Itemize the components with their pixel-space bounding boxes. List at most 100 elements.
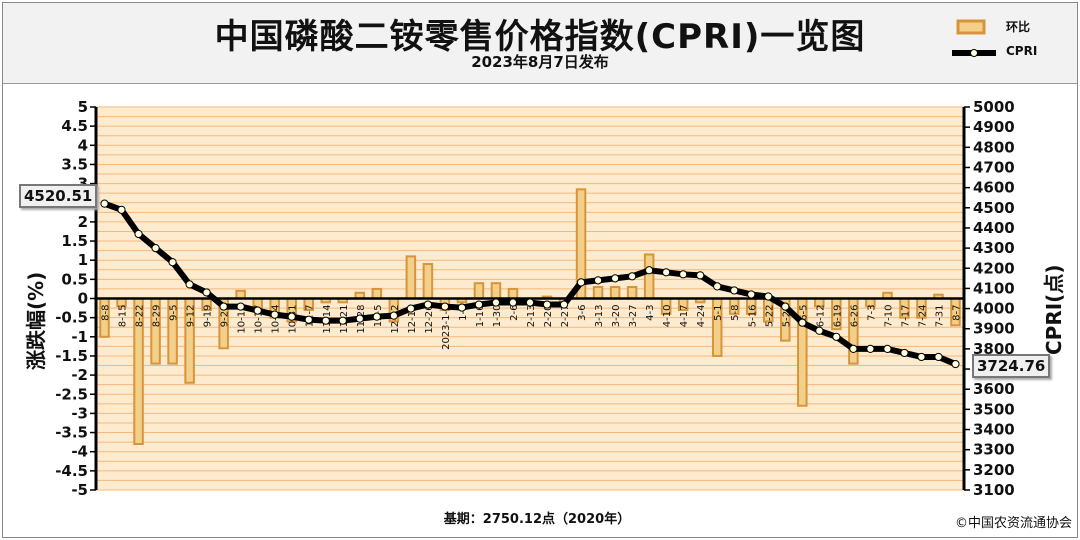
left-tick-label: 2 xyxy=(78,213,88,231)
category-label: 12-26 xyxy=(424,305,435,334)
cpri-point xyxy=(253,306,262,315)
cpri-point xyxy=(934,352,943,362)
cpri-point xyxy=(525,298,535,307)
left-axis-title-wrap: 涨跌幅(%) xyxy=(16,240,48,370)
category-label: 6-5 xyxy=(798,305,809,321)
left-tick-label: -3 xyxy=(71,404,88,422)
header-bar: 中国磷酸二铵零售价格指数(CPRI)一览图 2023年8月7日发布 xyxy=(3,3,1077,84)
cpri-point xyxy=(117,205,126,214)
right-tick-label: 3900 xyxy=(973,320,1015,338)
left-tick-label: 3 xyxy=(78,175,88,193)
category-label: 3-6 xyxy=(577,305,588,321)
category-label: 4-10 xyxy=(662,305,673,328)
left-tick-label: -1.5 xyxy=(55,347,88,365)
cpri-point xyxy=(866,344,875,353)
right-tick-label: 4700 xyxy=(973,158,1015,176)
right-axis-title: CPRI(点) xyxy=(1042,264,1066,355)
cpri-point xyxy=(832,332,841,341)
cpri-point xyxy=(815,326,824,335)
cpri-point xyxy=(610,274,620,283)
category-label: 3-13 xyxy=(594,305,605,328)
left-tick-label: 1 xyxy=(78,251,88,269)
cpri-point xyxy=(951,359,960,369)
cpri-point xyxy=(900,348,909,358)
cpri-point xyxy=(849,344,858,353)
right-tick-label: 4800 xyxy=(973,138,1015,156)
category-label: 10-10 xyxy=(237,305,248,334)
category-label: 4-3 xyxy=(645,305,656,321)
category-label: 1-30 xyxy=(492,305,503,328)
category-label: 8-29 xyxy=(152,305,163,328)
bar xyxy=(371,287,383,300)
legend-line-label: CPRI xyxy=(1006,44,1038,58)
cpri-point xyxy=(474,300,484,309)
bar xyxy=(592,286,604,300)
category-label: 7-10 xyxy=(883,305,894,328)
legend: 环比 CPRI xyxy=(950,14,1070,66)
left-tick-label: -5 xyxy=(71,481,88,499)
legend-bar-label: 环比 xyxy=(1006,20,1031,34)
category-label: 9-19 xyxy=(203,305,214,328)
left-tick-label: -4 xyxy=(71,443,88,461)
cpri-point xyxy=(100,199,109,208)
category-label: 8-22 xyxy=(135,305,146,328)
cpri-point xyxy=(764,292,773,301)
category-label: 5-16 xyxy=(747,305,758,328)
cpri-point xyxy=(559,300,569,309)
cpri-point xyxy=(917,352,926,362)
start-value-callout: 4520.51 xyxy=(19,184,98,208)
legend-item-line: CPRI xyxy=(950,40,1070,66)
right-tick-label: 3500 xyxy=(973,400,1015,418)
left-tick-label: 0 xyxy=(78,290,88,308)
cpri-point xyxy=(185,280,194,289)
bar xyxy=(473,282,485,300)
cpri-point xyxy=(679,270,688,279)
category-label: 12-19 xyxy=(407,305,418,334)
right-tick-label: 4100 xyxy=(973,279,1015,297)
category-label: 3-27 xyxy=(628,305,639,328)
cpri-point xyxy=(662,268,671,277)
category-label: 6-12 xyxy=(815,305,826,328)
category-label: 1-9 xyxy=(458,305,469,321)
right-tick-label: 5000 xyxy=(973,98,1015,116)
category-label: 8-7 xyxy=(951,305,962,321)
right-tick-label: 3100 xyxy=(973,481,1015,499)
right-tick-label: 4200 xyxy=(973,259,1015,277)
cpri-point xyxy=(457,303,467,312)
category-label: 8-8 xyxy=(101,305,112,321)
right-tick-label: 4000 xyxy=(973,300,1015,318)
left-tick-label: 0.5 xyxy=(61,270,88,288)
category-label: 10-17 xyxy=(254,305,265,334)
left-tick-label: -1 xyxy=(71,328,88,346)
category-label: 2-13 xyxy=(526,305,537,328)
category-label: 7-24 xyxy=(917,305,928,328)
cpri-point xyxy=(593,276,603,285)
cpri-point xyxy=(798,318,807,327)
left-tick-label: -3.5 xyxy=(55,424,88,442)
category-label: 4-24 xyxy=(696,305,707,328)
cpri-point xyxy=(134,229,143,239)
cpri-point xyxy=(202,288,211,297)
category-label: 2-6 xyxy=(509,305,520,321)
category-label: 1-16 xyxy=(475,305,486,328)
bar xyxy=(507,287,519,300)
category-label: 8-15 xyxy=(118,305,129,328)
chart-subtitle: 2023年8月7日发布 xyxy=(471,53,609,71)
bar xyxy=(405,255,417,300)
category-label: 2023-1-2 xyxy=(441,305,452,350)
category-label: 6-26 xyxy=(849,305,860,328)
left-tick-label: -0.5 xyxy=(55,309,88,327)
category-label: 4-17 xyxy=(679,305,690,328)
cpri-point xyxy=(883,344,892,353)
left-tick-label: 1.5 xyxy=(61,232,88,250)
cpri-point xyxy=(338,316,347,325)
category-label: 5-22 xyxy=(764,305,775,328)
category-label: 9-12 xyxy=(186,305,197,328)
category-label: 7-31 xyxy=(934,305,945,328)
category-label: 3-20 xyxy=(611,305,622,328)
cpri-point xyxy=(696,271,705,280)
right-tick-label: 4400 xyxy=(973,219,1015,237)
right-tick-label: 4300 xyxy=(973,239,1015,257)
right-axis-title-wrap: CPRI(点) xyxy=(1036,240,1066,370)
